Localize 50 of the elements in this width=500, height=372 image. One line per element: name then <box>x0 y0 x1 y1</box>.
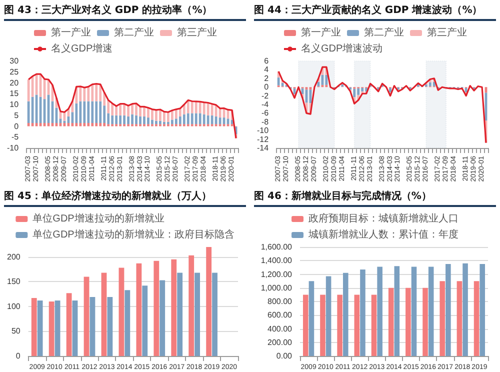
y-tick-label: 1,000.00 <box>260 283 293 292</box>
y-tick-label: -5 <box>11 132 20 142</box>
legend-label: 第一产业 <box>301 26 341 38</box>
y-tick-label: 4 <box>264 65 270 74</box>
legend-label: 第二产业 <box>114 26 154 38</box>
y-tick-label: -4 <box>261 100 270 109</box>
y-tick-label: 25 <box>10 67 20 76</box>
y-tick-label: 200 <box>6 252 21 262</box>
y-tick-label: 10 <box>10 100 20 109</box>
legend-label: 第一产业 <box>51 26 91 38</box>
legend-label: 城镇新增就业人数：累计值：年度 <box>308 228 458 240</box>
y-tick-label: -6 <box>261 108 270 118</box>
y-tick-label: -10 <box>257 126 270 136</box>
y-tick-label: 1,400.00 <box>260 256 293 266</box>
y-tick-label: 15 <box>10 89 20 98</box>
y-tick-label: 400.00 <box>268 324 293 334</box>
chart-title: 图 44：三大产业贡献的名义 GDP 增速波动（%） <box>254 0 496 21</box>
y-tick-label: 0 <box>264 82 270 92</box>
legend-label: 名义GDP增速波动 <box>301 42 383 54</box>
chart-title: 图 43：三大产业对名义 GDP 的拉动率（%） <box>4 0 246 21</box>
y-tick-label: 0.00 <box>276 352 293 360</box>
y-tick-label: 1,200.00 <box>260 270 293 279</box>
y-tick-label: 600.00 <box>268 310 293 320</box>
legend-label: 单位GDP增速拉动的新增就业 <box>32 212 164 224</box>
y-tick-label: -10 <box>7 144 20 152</box>
legend-label: 第三产业 <box>177 26 217 38</box>
y-tick-label: 800.00 <box>268 297 293 306</box>
y-tick-label: 5 <box>14 110 20 120</box>
legend-label: 第三产业 <box>427 26 467 38</box>
y-tick-label: 30 <box>10 56 20 66</box>
y-tick-label: -8 <box>261 117 270 126</box>
y-tick-label: -12 <box>257 134 270 144</box>
y-tick-label: 1,600.00 <box>260 242 293 252</box>
legend-label: 单位GDP增速拉动的新增就业：政府目标隐含 <box>32 228 234 240</box>
y-tick-label: 50 <box>11 326 21 336</box>
y-tick-label: 6 <box>264 56 270 66</box>
y-tick-label: -14 <box>257 144 270 152</box>
legend-label: 名义GDP增速 <box>51 42 113 54</box>
chart-title: 图 45：单位经济增速拉动的新增就业（万人） <box>4 186 246 207</box>
legend-label: 第二产业 <box>364 26 404 38</box>
y-tick-label: 0 <box>16 352 21 360</box>
legend-label: 政府预期目标：城镇新增就业人口 <box>308 212 458 224</box>
y-tick-label: 150 <box>6 277 21 286</box>
chart-title: 图 46：新增就业目标与完成情况（%） <box>254 186 496 207</box>
y-tick-label: 0 <box>14 122 20 131</box>
y-tick-label: 200.00 <box>268 338 293 347</box>
y-tick-label: 2 <box>264 74 270 83</box>
y-tick-label: -2 <box>261 91 270 100</box>
y-tick-label: 100 <box>6 302 21 311</box>
y-tick-label: 20 <box>10 78 20 88</box>
